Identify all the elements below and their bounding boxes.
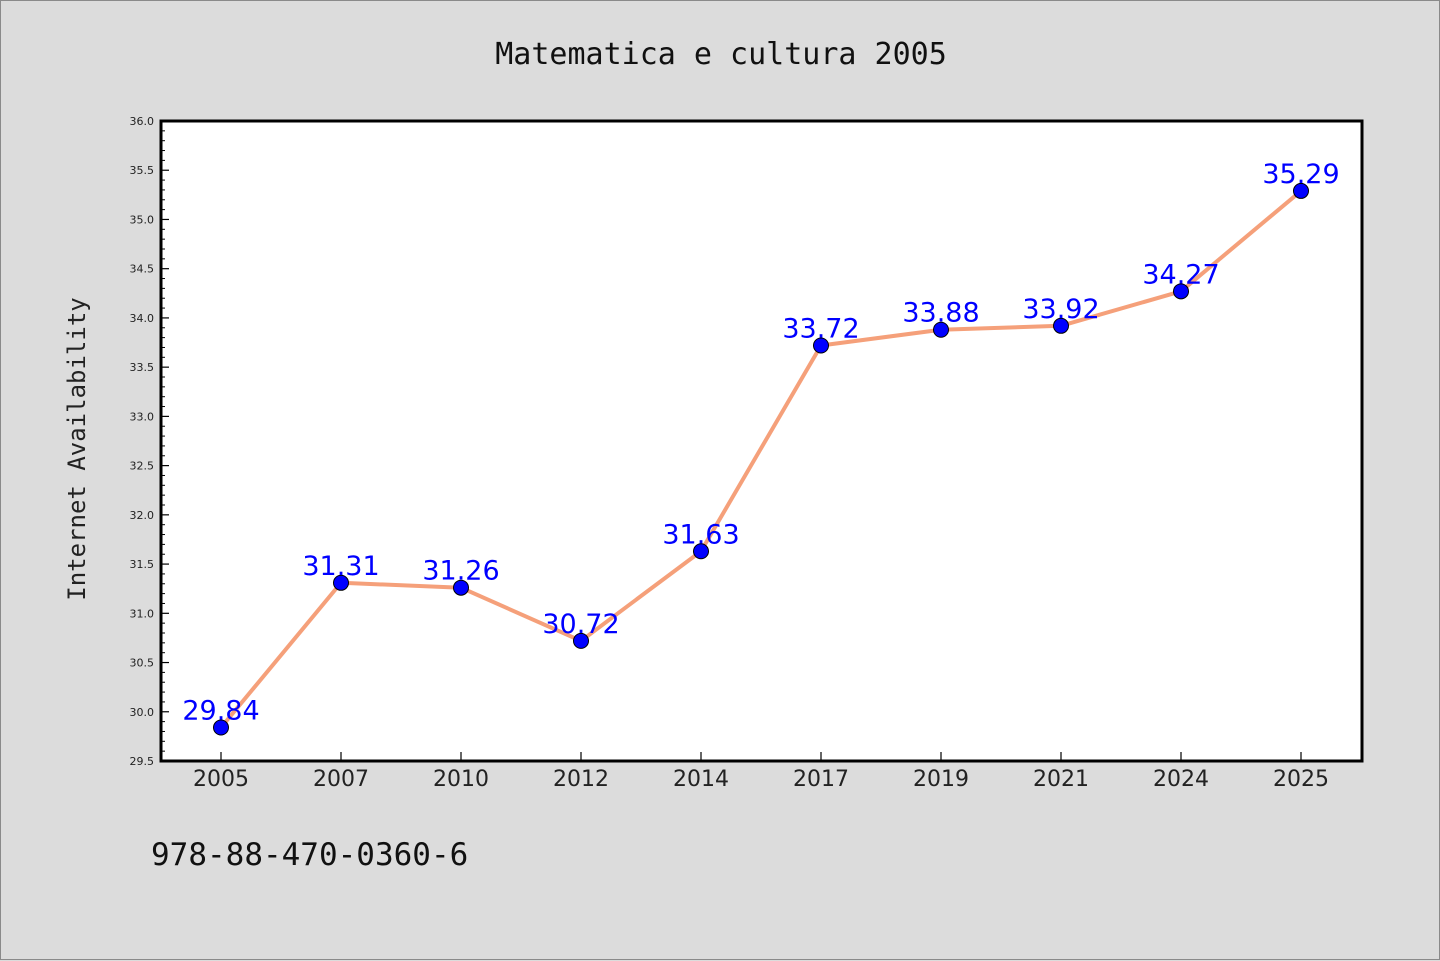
- y-tick-label: 33.5: [130, 361, 155, 374]
- series-line: [219, 189, 1303, 729]
- data-point: [1293, 182, 1309, 199]
- data-point: [1173, 283, 1189, 300]
- y-tick-label: 32.5: [130, 460, 155, 473]
- x-tick-label: 2010: [433, 767, 489, 792]
- y-tick-label: 33.0: [130, 410, 155, 423]
- y-axis-label: Internet Availability: [63, 297, 91, 600]
- data-label: 34.27: [1142, 259, 1219, 290]
- y-tick-label: 31.5: [130, 558, 155, 571]
- x-tick-label: 2024: [1153, 767, 1209, 792]
- data-label: 33.88: [902, 298, 979, 329]
- y-tick-label: 34.0: [130, 312, 155, 325]
- data-label: 33.72: [782, 313, 859, 344]
- data-point: [693, 543, 709, 560]
- series-line-group: [219, 189, 1303, 729]
- data-label: 31.26: [422, 556, 499, 587]
- y-tick-label: 30.5: [130, 657, 155, 670]
- data-label: 29.84: [182, 696, 259, 727]
- x-tick-label: 2005: [193, 767, 249, 792]
- data-label: 35.29: [1262, 159, 1339, 190]
- data-point: [933, 321, 949, 338]
- x-tick-label: 2014: [673, 767, 729, 792]
- data-label: 31.31: [302, 551, 379, 582]
- x-tick-label: 2007: [313, 767, 369, 792]
- x-tick-label: 2012: [553, 767, 609, 792]
- data-point: [213, 719, 229, 736]
- plot-area: [161, 121, 1362, 761]
- y-tick-label: 30.0: [130, 706, 155, 719]
- plot-border: [159, 119, 1364, 763]
- x-tick-label: 2017: [793, 767, 849, 792]
- x-tick-label: 2019: [913, 767, 969, 792]
- x-axis: 2005 2007 2010 2012 2014 2017 2019 2021 2024 2025: [193, 752, 1329, 792]
- y-tick-label: 31.0: [130, 607, 155, 620]
- x-tick-label: 2021: [1033, 767, 1089, 792]
- data-point: [813, 337, 829, 354]
- data-point: [453, 579, 469, 596]
- y-tick-label: 35.0: [130, 213, 155, 226]
- y-tick-label: 32.0: [130, 509, 155, 522]
- data-point: [333, 574, 349, 591]
- x-tick-label: 2025: [1273, 767, 1329, 792]
- chart-title: Matematica e cultura 2005: [495, 37, 947, 72]
- data-markers: [213, 182, 1309, 736]
- y-tick-label: 35.5: [130, 164, 155, 177]
- y-tick-label: 29.5: [130, 755, 155, 768]
- data-label: 31.63: [662, 519, 739, 550]
- data-point: [573, 632, 589, 649]
- isbn-text: 978-88-470-0360-6: [151, 837, 468, 873]
- data-labels: 29.84 31.31 31.26 30.72 31.63 33.72 33.88 33.92…: [182, 159, 1339, 727]
- data-label: 30.72: [542, 609, 619, 640]
- y-tick-label: 34.5: [130, 263, 155, 276]
- y-tick-label: 36.0: [130, 115, 155, 128]
- data-point: [1053, 317, 1069, 334]
- data-label: 33.92: [1022, 294, 1099, 325]
